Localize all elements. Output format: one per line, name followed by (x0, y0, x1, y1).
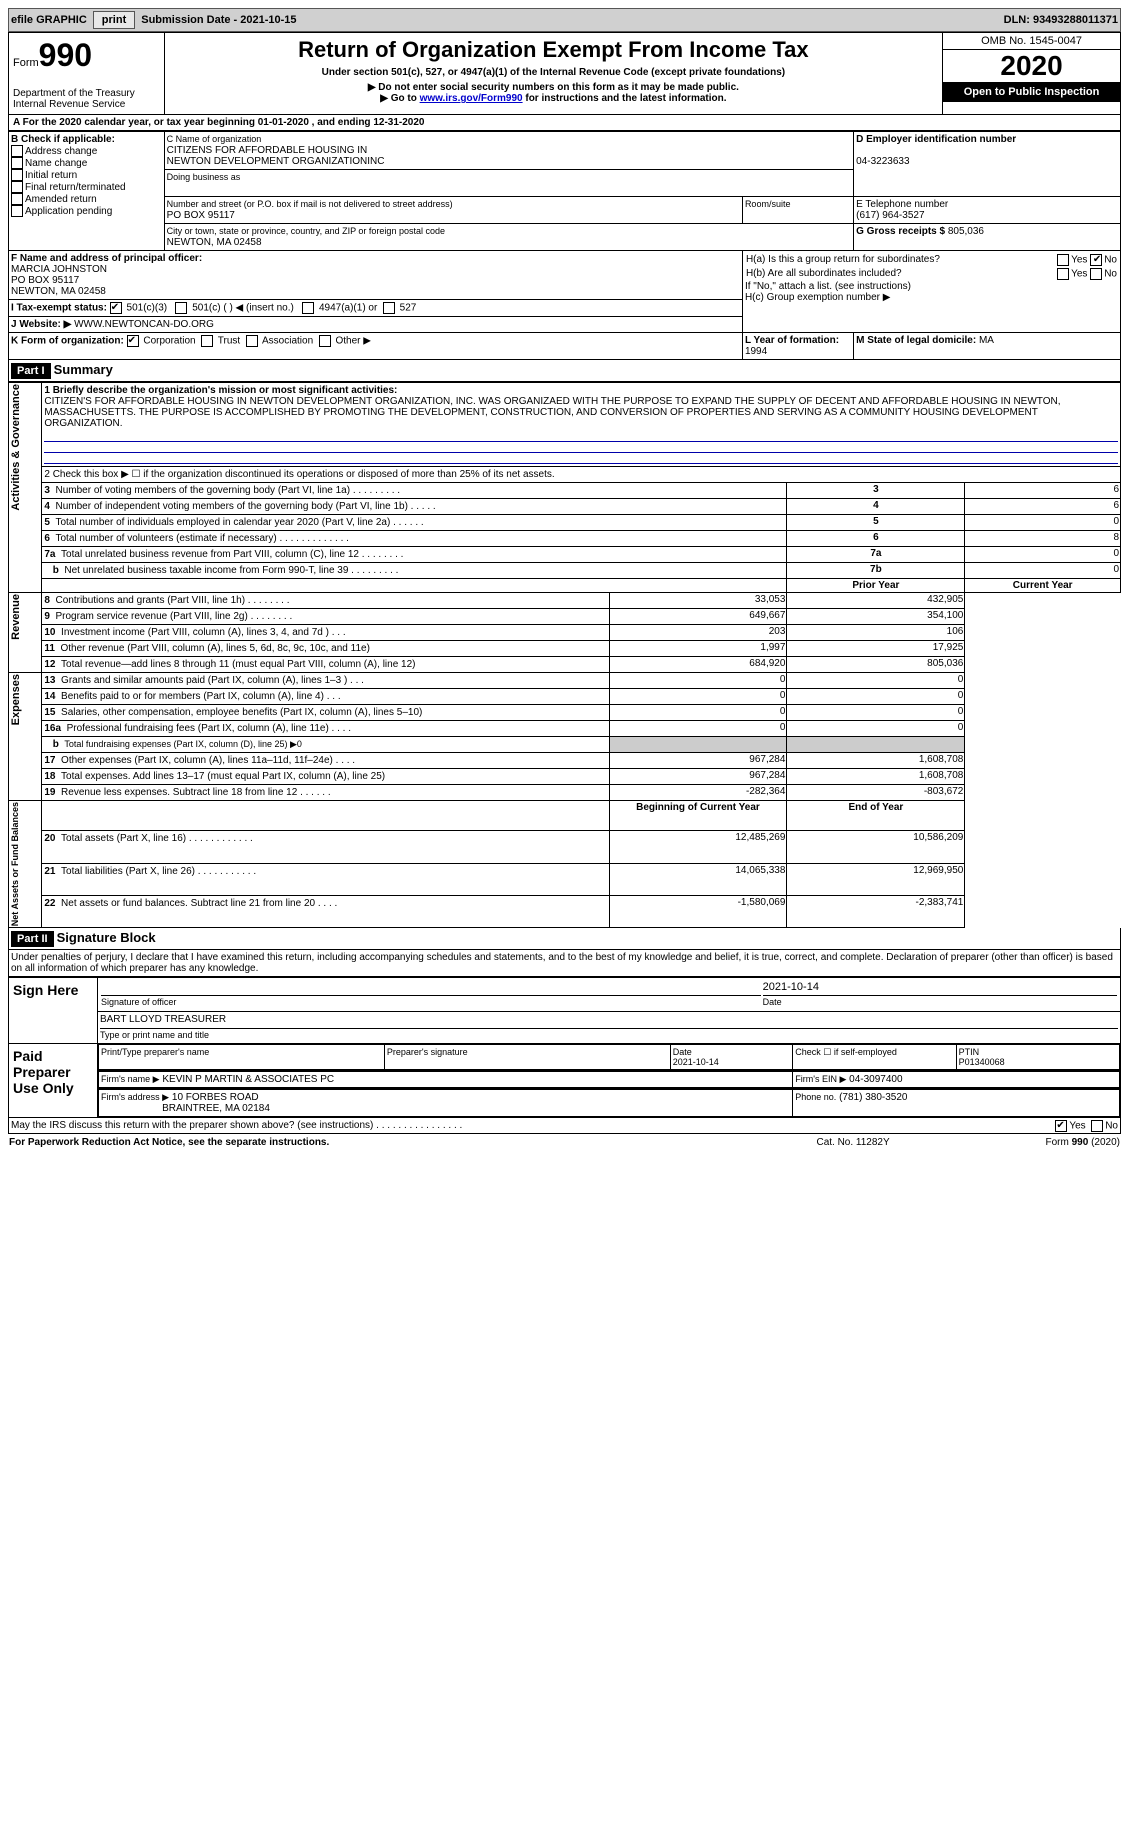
dba-label: Doing business as (167, 172, 241, 182)
boxB-item: Application pending (11, 206, 112, 217)
period-line: A For the 2020 calendar year, or tax yea… (8, 115, 1121, 131)
firm-addr: 10 FORBES ROAD (172, 1092, 259, 1103)
org-name: NEWTON DEVELOPMENT ORGANIZATIONINC (167, 156, 385, 167)
hc-label: H(c) Group exemption number ▶ (745, 292, 1118, 303)
street-address: PO BOX 95117 (167, 210, 235, 221)
state-domicile: MA (979, 335, 994, 346)
ein-value: 04-3223633 (856, 156, 909, 167)
form-note2: ▶ Go to www.irs.gov/Form990 for instruct… (169, 93, 938, 104)
form-header: Form990 Department of the Treasury Inter… (8, 32, 1121, 115)
q2-text: 2 Check this box ▶ ☐ if the organization… (42, 467, 1121, 483)
city-label: City or town, state or province, country… (167, 226, 445, 236)
room-label: Room/suite (742, 197, 853, 224)
part2-title: Signature Block (57, 930, 156, 945)
paid-preparer-label: Paid Preparer Use Only (9, 1044, 98, 1118)
boxB-item: Amended return (11, 194, 97, 205)
part2-header: Part II (11, 931, 54, 947)
website-value: WWW.NEWTONCAN-DO.ORG (74, 319, 214, 330)
side-label-ag: Activities & Governance (10, 384, 22, 511)
h-note: If "No," attach a list. (see instruction… (745, 281, 1118, 292)
form-note1: ▶ Do not enter social security numbers o… (169, 82, 938, 93)
q1-label: 1 Briefly describe the organization's mi… (44, 385, 397, 396)
boxE-label: E Telephone number (856, 199, 948, 210)
sign-here-label: Sign Here (9, 978, 98, 1044)
boxK-label: K Form of organization: (11, 336, 124, 347)
side-label-exp: Expenses (10, 674, 22, 725)
officer-name: MARCIA JOHNSTON (11, 264, 107, 275)
boxB-item: Name change (11, 158, 87, 169)
boxB-title: B Check if applicable: (11, 134, 115, 145)
part1-table: Activities & Governance 1 Briefly descri… (8, 382, 1121, 928)
declaration-text: Under penalties of perjury, I declare th… (8, 950, 1121, 977)
firm-ein: 04-3097400 (849, 1074, 902, 1085)
footer-left: For Paperwork Reduction Act Notice, see … (8, 1136, 765, 1149)
submission-date: Submission Date - 2021-10-15 (141, 14, 296, 26)
footer-mid: Cat. No. 11282Y (765, 1136, 942, 1149)
boxC-label: C Name of organization (167, 134, 262, 144)
firm-phone: (781) 380-3520 (839, 1092, 907, 1103)
officer-name-title: BART LLOYD TREASURER (100, 1014, 1118, 1029)
footer-right: Form 990 (2020) (941, 1136, 1121, 1149)
open-to-public: Open to Public Inspection (943, 82, 1120, 102)
boxB-item: Initial return (11, 170, 77, 181)
top-toolbar: efile GRAPHIC print Submission Date - 20… (8, 8, 1121, 32)
ptin-value: P01340068 (959, 1057, 1005, 1067)
tax-year: 2020 (943, 50, 1120, 82)
boxF-label: F Name and address of principal officer: (11, 253, 202, 264)
sig-date: 2021-10-14 (763, 981, 1117, 996)
dept-label: Department of the Treasury Internal Reve… (13, 88, 160, 110)
org-name: CITIZENS FOR AFFORDABLE HOUSING IN (167, 145, 368, 156)
phone-value: (617) 964-3527 (856, 210, 924, 221)
part1-header: Part I (11, 363, 51, 379)
dln-label: DLN: 93493288011371 (1004, 14, 1118, 26)
form-number: 990 (39, 37, 92, 73)
boxD-label: D Employer identification number (856, 134, 1016, 145)
firm-name: KEVIN P MARTIN & ASSOCIATES PC (162, 1074, 334, 1085)
boxB-item: Final return/terminated (11, 182, 126, 193)
side-label-rev: Revenue (10, 594, 22, 640)
page-footer: For Paperwork Reduction Act Notice, see … (8, 1136, 1121, 1149)
boxG-label: G Gross receipts $ (856, 226, 945, 237)
part1-title: Summary (54, 362, 113, 377)
ha-label: H(a) Is this a group return for subordin… (745, 253, 1029, 267)
officer-addr: PO BOX 95117 (11, 275, 79, 286)
hb-label: H(b) Are all subordinates included? (745, 267, 1029, 281)
side-label-net: Net Assets or Fund Balances (10, 802, 20, 926)
form-subtitle: Under section 501(c), 527, or 4947(a)(1)… (169, 67, 938, 78)
may-discuss: May the IRS discuss this return with the… (11, 1120, 462, 1131)
gross-receipts: 805,036 (948, 226, 984, 237)
irs-link[interactable]: www.irs.gov/Form990 (420, 93, 523, 104)
efile-label: efile GRAPHIC (11, 14, 87, 26)
signature-block: Sign Here Signature of officer 2021-10-1… (8, 977, 1121, 1118)
boxI-label: I Tax-exempt status: (11, 303, 107, 314)
omb-number: OMB No. 1545-0047 (943, 33, 1120, 50)
boxB-item: Address change (11, 146, 97, 157)
form-title: Return of Organization Exempt From Incom… (169, 37, 938, 63)
city-value: NEWTON, MA 02458 (167, 237, 262, 248)
print-button[interactable]: print (93, 11, 135, 29)
boxJ-label: J Website: ▶ (11, 319, 71, 330)
year-formation: 1994 (745, 346, 767, 357)
mission-text: CITIZEN'S FOR AFFORDABLE HOUSING IN NEWT… (44, 396, 1060, 429)
entity-info: B Check if applicable: Address change Na… (8, 131, 1121, 360)
officer-addr: NEWTON, MA 02458 (11, 286, 106, 297)
addr-label: Number and street (or P.O. box if mail i… (167, 199, 453, 209)
form-word: Form (13, 57, 39, 69)
